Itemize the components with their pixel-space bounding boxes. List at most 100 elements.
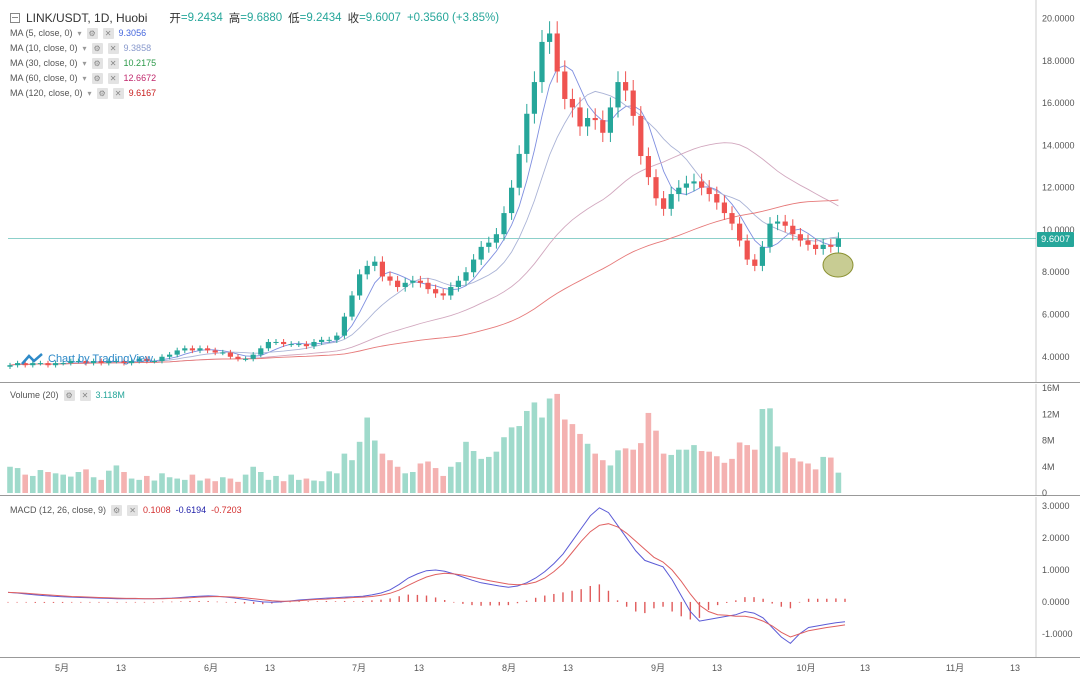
chevron-down-icon[interactable]: ▾ [77, 29, 82, 38]
macd-histogram-bar [562, 592, 564, 602]
macd-histogram-bar [371, 600, 373, 602]
price-tick-label: 14.0000 [1042, 140, 1075, 150]
candle-body [752, 259, 758, 266]
settings-icon[interactable]: ⚙ [91, 73, 103, 84]
close-icon[interactable]: ✕ [102, 28, 114, 39]
volume-bar [478, 458, 484, 493]
macd-histogram-bar [544, 595, 546, 602]
volume-bar [668, 454, 674, 493]
macd-histogram-bar [389, 598, 391, 602]
collapse-icon[interactable] [10, 13, 20, 23]
time-axis[interactable]: 5月 13 6月 13 7月 13 8月 13 9月 13 10月 13 11月 13 [0, 658, 1080, 679]
candle-body [828, 244, 834, 247]
macd-histogram-bar [780, 601, 783, 607]
volume-bar [546, 398, 553, 493]
volume-bar [402, 473, 408, 493]
volume-bar [273, 475, 279, 493]
candle-body [615, 82, 621, 108]
volume-bar [204, 478, 211, 493]
macd-histogram-bar [644, 601, 646, 614]
chevron-down-icon[interactable]: ▾ [82, 44, 87, 53]
volume-bar [600, 460, 606, 493]
settings-icon[interactable]: ⚙ [86, 28, 98, 39]
volume-bar [736, 442, 743, 493]
close-icon[interactable]: ✕ [127, 505, 139, 516]
macd-histogram-bar [225, 601, 228, 603]
candle-body [83, 360, 89, 364]
macd-histogram-bar [298, 601, 300, 602]
close-icon[interactable]: ✕ [107, 43, 119, 54]
tradingview-watermark[interactable]: Chart by TradingView [20, 352, 153, 366]
candle-body [288, 344, 294, 346]
candle-body [296, 344, 302, 346]
macd-histogram-bar [161, 601, 164, 603]
macd-histogram-bar [407, 594, 410, 602]
macd-histogram-bar [443, 600, 446, 602]
close-icon[interactable]: ✕ [107, 58, 119, 69]
macd-histogram-bar [835, 598, 837, 602]
settings-icon[interactable]: ⚙ [91, 43, 103, 54]
macd-chart[interactable]: 3.0000 2.0000 1.0000 0.0000 -1.0000 [0, 497, 1080, 658]
candle-body [547, 33, 553, 42]
macd-histogram-bar [353, 601, 355, 602]
volume-bar [288, 474, 294, 493]
macd-histogram-bar [98, 601, 100, 603]
close-icon[interactable]: ✕ [107, 73, 119, 84]
macd-histogram-bar [789, 601, 792, 609]
close-icon[interactable]: ✕ [79, 390, 91, 401]
volume-bar [121, 472, 127, 493]
time-tick-label: 13 [860, 663, 870, 673]
price-chart[interactable]: 20.0000 18.0000 16.0000 14.0000 12.0000 10.00… [0, 0, 1080, 383]
macd-histogram-bar [744, 597, 746, 602]
volume-bar [455, 462, 462, 493]
volume-tick-label: 4M [1042, 462, 1055, 472]
price-pane[interactable]: 20.0000 18.0000 16.0000 14.0000 12.0000 10.00… [0, 0, 1080, 383]
moving-average-line [9, 142, 839, 366]
macd-histogram-bar [589, 585, 591, 602]
settings-icon[interactable]: ⚙ [63, 390, 75, 401]
candle-body [699, 181, 705, 188]
macd-pane[interactable]: 3.0000 2.0000 1.0000 0.0000 -1.0000 MACD (12… [0, 497, 1080, 658]
volume-pane[interactable]: 16M 12M 8M 4M 0 Volume (20) ⚙ ✕ 3.118M [0, 383, 1080, 498]
candle-body [379, 261, 385, 277]
volume-bar [432, 468, 439, 493]
volume-bar [524, 410, 530, 493]
volume-bar [508, 427, 515, 493]
macd-histogram-bar [262, 601, 264, 605]
candle-body [402, 282, 408, 288]
volume-bar [676, 449, 682, 493]
macd-histogram-bar [598, 584, 601, 602]
settings-icon[interactable]: ⚙ [91, 58, 103, 69]
macd-tick-label: -1.0000 [1042, 629, 1073, 639]
ma10-label: MA (10, close, 0) [10, 43, 78, 53]
chevron-down-icon[interactable]: ▾ [82, 74, 87, 83]
volume-bar [554, 393, 560, 493]
volume-bar [265, 479, 272, 493]
volume-bar [584, 443, 591, 493]
volume-label: Volume (20) [10, 390, 59, 400]
close-icon[interactable]: ✕ [112, 88, 124, 99]
macd-hist-value: 0.1008 [143, 505, 171, 515]
ma10-value: 9.3858 [123, 43, 152, 53]
highlight-circle [822, 252, 854, 278]
time-tick-label: 10月 [796, 663, 815, 673]
candle-body [45, 363, 51, 366]
macd-histogram-bar [252, 601, 255, 604]
macd-histogram-bar [516, 601, 519, 604]
volume-bar [630, 449, 636, 493]
volume-chart[interactable]: 16M 12M 8M 4M 0 [0, 383, 1080, 498]
chevron-down-icon[interactable]: ▾ [87, 89, 92, 98]
candle-body [159, 356, 165, 361]
volume-bar [607, 465, 614, 493]
moving-average-line [9, 65, 839, 366]
macd-histogram-bar [380, 599, 382, 602]
macd-signal-value: -0.7203 [211, 505, 242, 515]
candle-body [60, 363, 66, 365]
settings-icon[interactable]: ⚙ [111, 505, 123, 516]
macd-histogram-bar [771, 601, 773, 604]
chevron-down-icon[interactable]: ▾ [82, 59, 87, 68]
settings-icon[interactable]: ⚙ [96, 88, 108, 99]
price-tick-label: 4.0000 [1042, 352, 1070, 362]
candle-body [691, 181, 697, 184]
candle-body [303, 344, 309, 347]
